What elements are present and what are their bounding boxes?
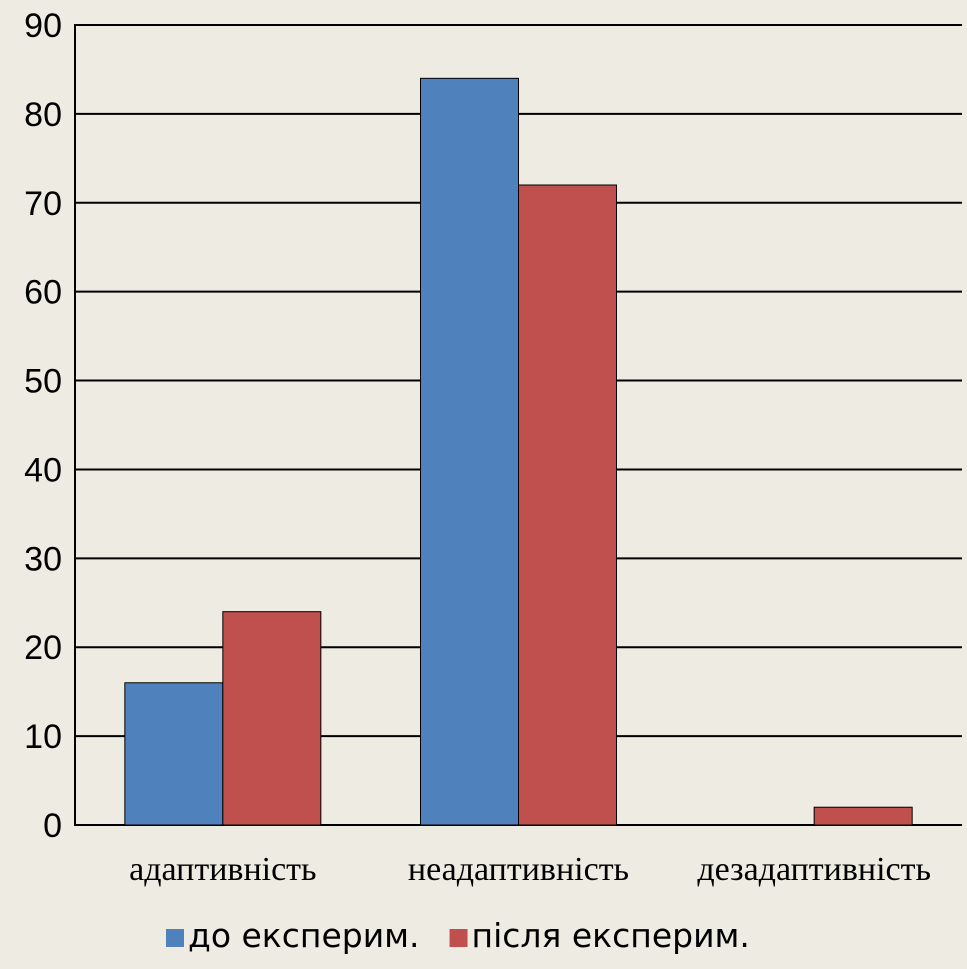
x-axis-category-labels: адаптивність неадаптивність дезадаптивніст… xyxy=(129,851,931,888)
y-tick-label: 30 xyxy=(24,540,62,578)
bar-before xyxy=(124,682,224,826)
category-label: адаптивність xyxy=(129,851,316,888)
y-tick-label: 80 xyxy=(24,96,62,134)
y-tick-label: 20 xyxy=(24,629,62,667)
y-tick-label: 50 xyxy=(24,363,62,401)
y-axis-tick-labels: 0 10 20 30 40 50 60 70 80 90 xyxy=(24,7,62,845)
y-tick-label: 90 xyxy=(24,7,62,45)
legend: до експерим. після експерим. xyxy=(166,916,750,955)
bar-after xyxy=(518,184,617,826)
y-tick-label: 60 xyxy=(24,274,62,312)
legend-swatch xyxy=(166,929,184,947)
category-label: дезадаптивність xyxy=(697,851,931,888)
y-tick-label: 40 xyxy=(24,451,62,489)
legend-label: до експерим. xyxy=(188,916,420,955)
category-label: неадаптивність xyxy=(408,851,629,888)
legend-label: після експерим. xyxy=(472,916,750,955)
y-tick-label: 0 xyxy=(43,807,62,845)
bars xyxy=(124,77,913,826)
y-tick-label: 10 xyxy=(24,718,62,756)
y-tick-label: 70 xyxy=(24,185,62,223)
bar-after xyxy=(222,611,322,826)
bar-after xyxy=(813,806,913,826)
legend-swatch xyxy=(449,929,468,947)
bar-before xyxy=(420,77,519,826)
